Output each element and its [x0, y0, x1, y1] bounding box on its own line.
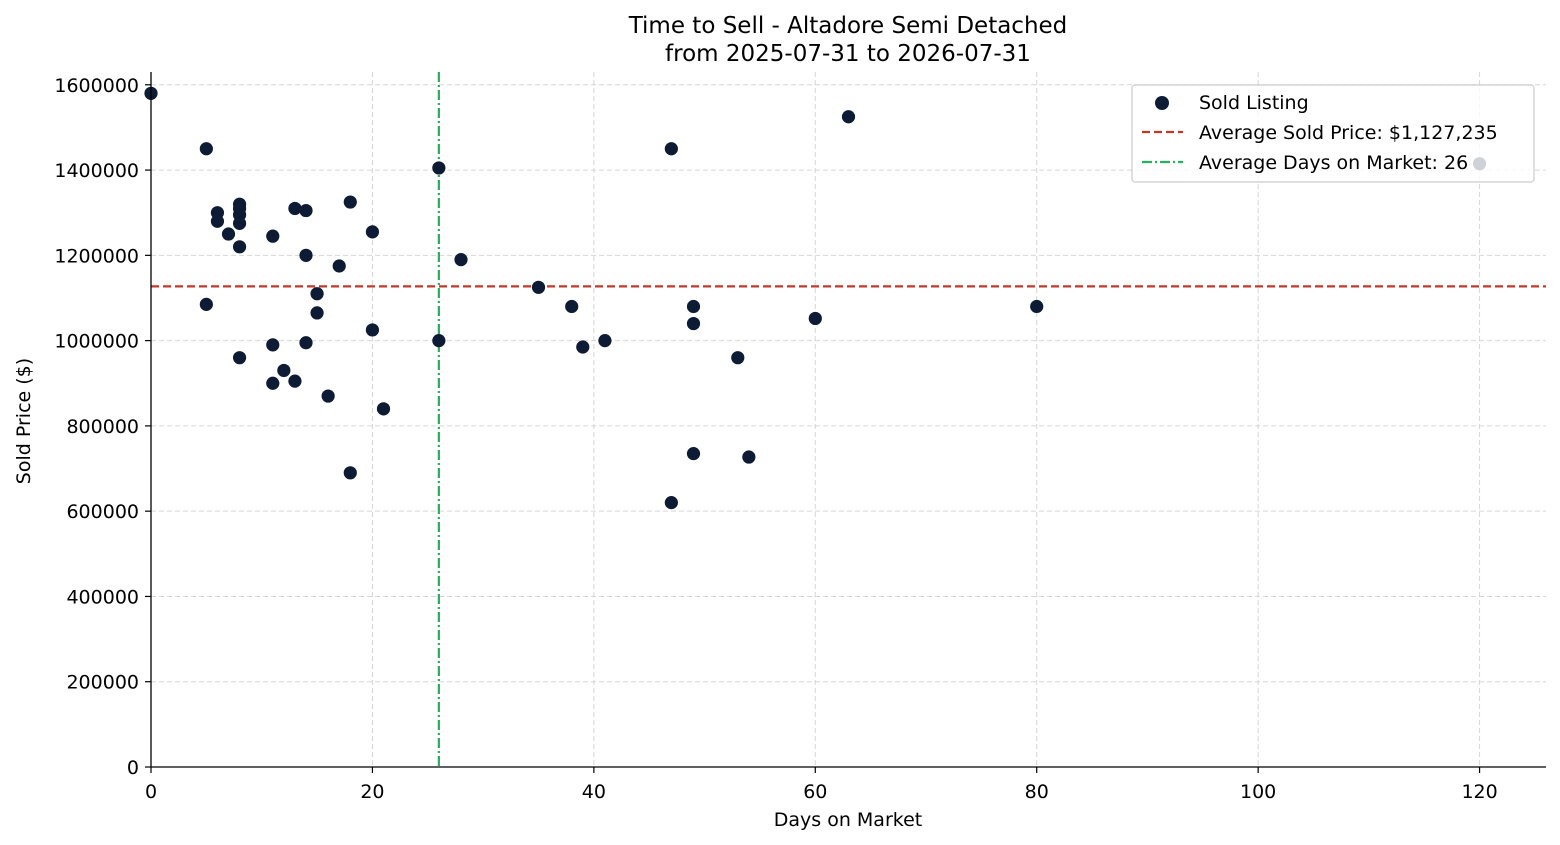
- legend-label-average-price: Average Sold Price: $1,127,235: [1199, 122, 1498, 144]
- data-point: [332, 259, 346, 273]
- data-point: [210, 214, 225, 228]
- data-point: [232, 216, 247, 230]
- data-point: [432, 334, 446, 348]
- legend: Sold Listing Average Sold Price: $1,127,…: [1131, 84, 1535, 183]
- x-tick-label: 60: [803, 781, 827, 803]
- data-point: [288, 374, 302, 388]
- axes: [150, 72, 1546, 768]
- y-tick-label: 1000000: [54, 331, 139, 353]
- y-tick-label: 1600000: [54, 75, 139, 97]
- y-tick-label: 800000: [66, 416, 139, 438]
- data-point: [432, 161, 446, 175]
- y-tick-label: 1400000: [54, 160, 139, 182]
- x-tick-label: 0: [145, 781, 157, 803]
- data-point: [266, 376, 280, 390]
- data-point: [598, 334, 612, 348]
- x-tick-label: 100: [1240, 781, 1276, 803]
- data-point: [664, 142, 678, 156]
- data-point: [808, 311, 822, 326]
- data-point: [365, 225, 380, 239]
- x-tick-label: 120: [1461, 781, 1497, 803]
- data-point: [310, 287, 324, 301]
- legend-marker-sold-listing: [1155, 96, 1169, 110]
- data-point: [299, 336, 313, 350]
- data-point: [288, 201, 302, 216]
- legend-label-sold-listing: Sold Listing: [1199, 92, 1309, 114]
- data-point: [686, 447, 701, 461]
- data-point: [686, 316, 701, 331]
- data-point: [266, 229, 280, 243]
- data-point: [1030, 299, 1044, 314]
- legend-label-average-days: Average Days on Market: 26: [1199, 152, 1468, 174]
- data-point: [576, 340, 590, 354]
- data-point: [299, 203, 313, 218]
- tick-labels: 0 20 40 60 80 100 120 0 200000 400000 600000 800000…: [54, 75, 1497, 803]
- reference-lines: [151, 72, 1546, 767]
- data-point: [841, 110, 856, 124]
- y-tick-label: 0: [127, 757, 139, 779]
- data-point: [199, 142, 213, 156]
- data-point: [742, 450, 756, 464]
- data-point: [232, 240, 247, 254]
- data-point: [221, 227, 236, 241]
- data-point: [299, 248, 313, 262]
- legend-frame: [1131, 84, 1535, 183]
- data-point: [310, 306, 324, 320]
- data-point: [686, 299, 701, 314]
- data-point: [232, 351, 247, 365]
- data-point: [376, 402, 391, 416]
- data-point: [731, 351, 745, 365]
- y-tick-label: 200000: [66, 672, 139, 694]
- x-tick-label: 80: [1025, 781, 1049, 803]
- x-tick-label: 40: [582, 781, 606, 803]
- x-tick-label: 20: [360, 781, 384, 803]
- data-point: [454, 253, 468, 267]
- data-point: [321, 389, 335, 403]
- data-point: [343, 195, 357, 209]
- y-tick-label: 1200000: [54, 245, 139, 267]
- data-point: [277, 363, 291, 378]
- chart-title: Time to Sell - Altadore Semi Detached: [628, 13, 1068, 39]
- data-point: [664, 496, 678, 510]
- data-point: [343, 466, 357, 480]
- y-tick-label: 400000: [66, 586, 139, 608]
- x-axis-title: Days on Market: [774, 809, 922, 831]
- data-point: [199, 297, 213, 311]
- data-point: [565, 299, 579, 314]
- chart-subtitle: from 2025-07-31 to 2026-07-31: [665, 41, 1031, 67]
- data-point: [531, 280, 546, 294]
- y-tick-label: 600000: [66, 501, 139, 523]
- y-axis-title: Sold Price ($): [13, 358, 35, 484]
- data-point: [365, 323, 380, 337]
- data-point: [266, 338, 280, 352]
